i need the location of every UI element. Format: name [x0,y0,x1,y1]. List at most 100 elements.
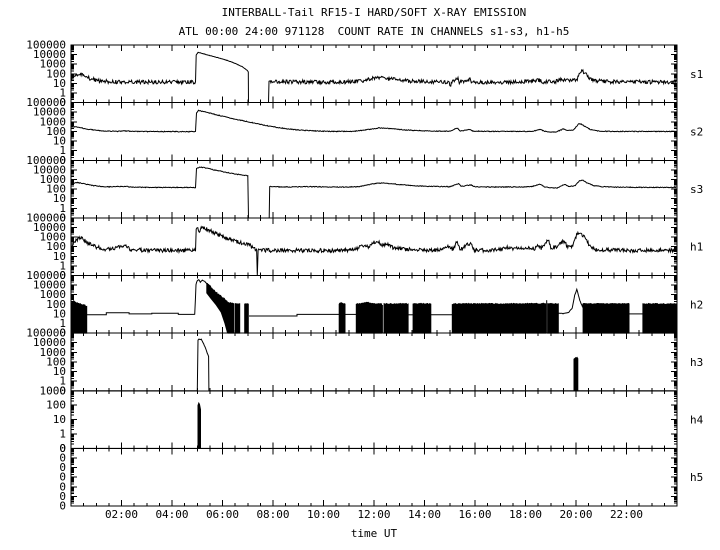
y-tick-label-h2-2: 1000 [40,288,67,301]
y-tick-label-h3-4: 10 [53,365,66,378]
panel-label-h4: h4 [690,414,704,427]
y-tick-label-s1-6: 0 [59,96,66,109]
noise-band-h2 [383,302,409,334]
noise-band-h2 [412,302,432,334]
panel-s2 [71,109,677,133]
x-tick-label-20:00: 20:00 [559,508,592,521]
trace-h3 [196,338,210,391]
y-tick-label-h3-0: 100000 [26,327,66,340]
noise-band-h4 [197,401,201,449]
noise-band-h2 [234,303,241,334]
noise-band-h2 [642,302,677,334]
x-tick-label-08:00: 08:00 [256,508,289,521]
noise-band-h2 [451,302,547,334]
trace-s2 [71,109,677,133]
y-tick-label-h1-2: 1000 [40,231,67,244]
panel-h1 [71,225,677,276]
trace-h2 [86,312,195,316]
y-tick-label-h2-3: 100 [46,298,66,311]
panel-s3 [71,166,677,218]
x-tick-label-16:00: 16:00 [458,508,491,521]
y-tick-label-h2-5: 1 [59,317,66,330]
panel-label-s2: s2 [690,125,703,138]
panel-label-s3: s3 [690,183,703,196]
y-tick-label-h1-4: 10 [53,250,66,263]
y-tick-label-h3-6: 0 [59,384,66,397]
y-tick-label-h5-5: 0 [59,490,66,503]
y-tick-label-h3-3: 100 [46,355,66,368]
y-tick-label-s2-4: 10 [53,135,66,148]
x-tick-label-02:00: 02:00 [105,508,138,521]
y-tick-label-s3-4: 10 [53,192,66,205]
y-tick-label-h1-5: 1 [59,259,66,272]
x-tick-label-10:00: 10:00 [307,508,340,521]
y-tick-label-s3-0: 100000 [26,154,66,167]
panel-label-h1: h1 [690,241,703,254]
panel-label-h3: h3 [690,356,703,369]
panel-s1 [71,51,677,103]
trace-h2 [194,279,208,315]
panel-label-h2: h2 [690,298,703,311]
y-tick-label-h5-3: 0 [59,471,66,484]
x-tick-label-06:00: 06:00 [206,508,239,521]
noise-band-h2 [355,301,383,334]
y-tick-label-h1-1: 10000 [33,221,66,234]
chart-title: INTERBALL-Tail RF15-I HARD/SOFT X-RAY EM… [221,6,527,19]
x-tick-label-18:00: 18:00 [509,508,542,521]
y-tick-label-h2-6: 0 [59,327,66,340]
y-tick-label-h4-3: 1 [59,428,66,441]
y-tick-label-s1-3: 100 [46,67,66,80]
y-tick-label-h1-6: 0 [59,269,66,282]
trace-s1 [268,68,677,103]
trace-s1 [71,72,196,86]
y-tick-label-s2-0: 100000 [26,96,66,109]
y-tick-label-s3-6: 0 [59,211,66,224]
y-tick-label-s1-2: 1000 [40,58,67,71]
x-tick-label-14:00: 14:00 [408,508,441,521]
trace-s3 [71,166,249,218]
x-axis-label: time UT [350,527,398,540]
y-tick-label-s2-3: 100 [46,125,66,138]
y-tick-label-h5-0: 0 [59,442,66,455]
y-tick-label-h2-1: 10000 [33,279,66,292]
y-tick-label-h3-5: 1 [59,375,66,388]
x-tick-label-12:00: 12:00 [357,508,390,521]
trace-h1 [71,225,677,276]
x-tick-label-22:00: 22:00 [610,508,643,521]
trace-h2 [249,313,340,317]
y-tick-label-s2-2: 1000 [40,115,67,128]
y-tick-label-h2-4: 10 [53,307,66,320]
y-tick-label-s2-5: 1 [59,144,66,157]
trace-h2 [558,287,584,315]
y-tick-label-s2-6: 0 [59,154,66,167]
noise-band-h2 [227,301,235,334]
y-tick-label-h5-1: 0 [59,452,66,465]
y-tick-label-h1-3: 100 [46,240,66,253]
y-tick-label-s2-1: 10000 [33,106,66,119]
y-tick-label-h5-2: 0 [59,461,66,474]
noise-band-h3 [573,356,579,392]
noise-band-h2 [582,302,630,334]
panel-h4 [71,401,677,449]
y-tick-label-s1-4: 10 [53,77,66,90]
y-tick-label-h5-4: 0 [59,480,66,493]
noise-band-h2 [206,282,229,334]
y-tick-label-h4-4: 0 [59,442,66,455]
y-tick-label-h4-2: 10 [53,413,66,426]
trace-s1 [195,51,249,103]
y-tick-label-s3-2: 1000 [40,173,67,186]
trace-s3 [268,179,677,218]
y-tick-label-s1-0: 100000 [26,39,66,52]
y-tick-label-h4-1: 100 [46,399,66,412]
y-tick-label-h4-0: 1000 [40,384,67,397]
noise-band-h2 [244,303,249,334]
panel-h3 [71,338,677,392]
x-tick-label-04:00: 04:00 [155,508,188,521]
y-tick-label-h5-6: 0 [59,500,66,513]
y-tick-label-s3-3: 100 [46,183,66,196]
panel-label-s1: s1 [690,68,703,81]
y-tick-label-s1-1: 10000 [33,48,66,61]
panel-h2 [71,279,677,334]
